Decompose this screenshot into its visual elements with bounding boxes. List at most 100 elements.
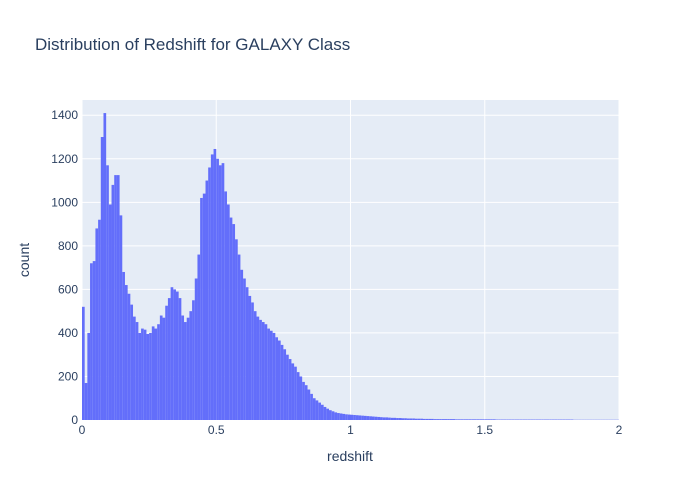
- histogram-bar: [92, 261, 96, 420]
- histogram-bar: [339, 413, 343, 420]
- histogram-bar: [243, 278, 246, 420]
- histogram-bar: [184, 322, 187, 420]
- histogram-bar: [449, 419, 453, 420]
- histogram-bar: [455, 419, 458, 420]
- histogram-bar: [248, 295, 252, 420]
- histogram-bar: [229, 217, 233, 420]
- x-axis-title: redshift: [327, 448, 373, 464]
- histogram-bar: [162, 317, 166, 420]
- histogram-bar: [197, 254, 201, 420]
- histogram-bar: [173, 289, 176, 420]
- x-tick-label: 0: [79, 423, 86, 437]
- histogram-bar: [178, 298, 182, 420]
- histogram-bar: [385, 417, 389, 420]
- histogram-bar: [358, 415, 362, 420]
- histogram-bar: [167, 298, 171, 420]
- histogram-bar: [106, 165, 109, 420]
- histogram-bar: [331, 411, 335, 420]
- histogram-bar: [283, 349, 287, 420]
- histogram-bar: [108, 204, 112, 420]
- histogram-bar: [299, 376, 303, 420]
- histogram-bar: [269, 330, 273, 420]
- histogram-bar: [100, 137, 104, 420]
- histogram-bar: [355, 415, 359, 420]
- histogram-bar: [315, 400, 319, 420]
- histogram-bar: [210, 154, 214, 421]
- histogram-bar: [366, 416, 370, 420]
- histogram-bar: [111, 184, 115, 420]
- x-tick-label: 1: [347, 423, 354, 437]
- histogram-bar: [412, 418, 415, 420]
- histogram-bar: [492, 419, 496, 420]
- histogram-bar: [200, 197, 203, 420]
- histogram-bar: [294, 366, 297, 420]
- histogram-bar: [439, 419, 442, 420]
- histogram-bar: [393, 417, 397, 420]
- histogram-bar: [310, 393, 313, 420]
- histogram-bar: [431, 418, 434, 420]
- y-axis-ticks: 0 200 400 600 800 1000 1200 1400: [51, 108, 78, 427]
- histogram-bar: [318, 402, 321, 420]
- chart-title: Distribution of Redshift for GALAXY Clas…: [35, 35, 350, 54]
- histogram-bar: [275, 337, 279, 420]
- histogram-bar: [98, 219, 101, 420]
- histogram-bar: [484, 419, 488, 420]
- histogram-bar: [468, 419, 472, 420]
- histogram-bar: [157, 324, 160, 420]
- histogram-bar: [213, 148, 217, 420]
- histogram-bar: [259, 319, 262, 420]
- histogram-bar: [457, 419, 461, 420]
- histogram-bar: [84, 382, 88, 420]
- histogram-bar: [487, 419, 491, 420]
- histogram-bar: [138, 332, 142, 420]
- y-tick-label: 0: [71, 413, 78, 427]
- histogram-bar: [208, 167, 211, 420]
- y-tick-label: 1000: [51, 195, 78, 209]
- histogram-bar: [388, 417, 391, 420]
- histogram-bar: [119, 215, 123, 420]
- histogram-bar: [307, 389, 311, 420]
- histogram-bar: [363, 415, 367, 420]
- histogram-bar: [133, 316, 136, 420]
- y-axis-title: count: [16, 243, 32, 277]
- histogram-bar: [323, 406, 327, 420]
- histogram-bar: [202, 193, 206, 420]
- histogram-bar: [175, 291, 179, 420]
- histogram-bar: [474, 419, 477, 420]
- histogram-bar: [286, 354, 289, 420]
- histogram-bar: [447, 419, 450, 420]
- histogram-bar: [245, 287, 249, 420]
- x-axis-ticks: 0 0.5 1 1.5 2: [79, 423, 623, 437]
- y-tick-label: 200: [58, 369, 78, 383]
- histogram-bar: [342, 413, 346, 420]
- histogram-bar: [382, 417, 386, 420]
- histogram-bar: [404, 418, 407, 420]
- histogram-bar: [353, 414, 356, 420]
- histogram-bar: [463, 419, 466, 420]
- histogram-bar: [409, 418, 413, 420]
- histogram-bar: [452, 419, 456, 420]
- histogram-bar: [471, 419, 475, 420]
- histogram-bar: [444, 419, 448, 420]
- y-tick-label: 1400: [51, 108, 78, 122]
- histogram-bar: [130, 304, 134, 420]
- histogram-bar: [465, 419, 469, 420]
- histogram-bar: [237, 254, 241, 420]
- histogram-bar: [189, 311, 193, 420]
- histogram-bar: [103, 113, 107, 421]
- histogram-bar: [95, 228, 99, 420]
- histogram-bar: [296, 372, 300, 420]
- y-tick-label: 800: [58, 239, 78, 253]
- histogram-bar: [482, 419, 485, 420]
- histogram-bar: [226, 204, 230, 420]
- histogram-bar: [288, 359, 292, 420]
- histogram-bar: [425, 418, 429, 420]
- histogram-bar: [414, 418, 418, 420]
- y-tick-label: 400: [58, 326, 78, 340]
- histogram-bar: [334, 412, 338, 420]
- histogram-bar: [141, 328, 144, 420]
- histogram-bars: [82, 113, 619, 421]
- histogram-bar: [216, 158, 219, 420]
- histogram-bar: [170, 287, 174, 420]
- histogram-bar: [398, 418, 402, 420]
